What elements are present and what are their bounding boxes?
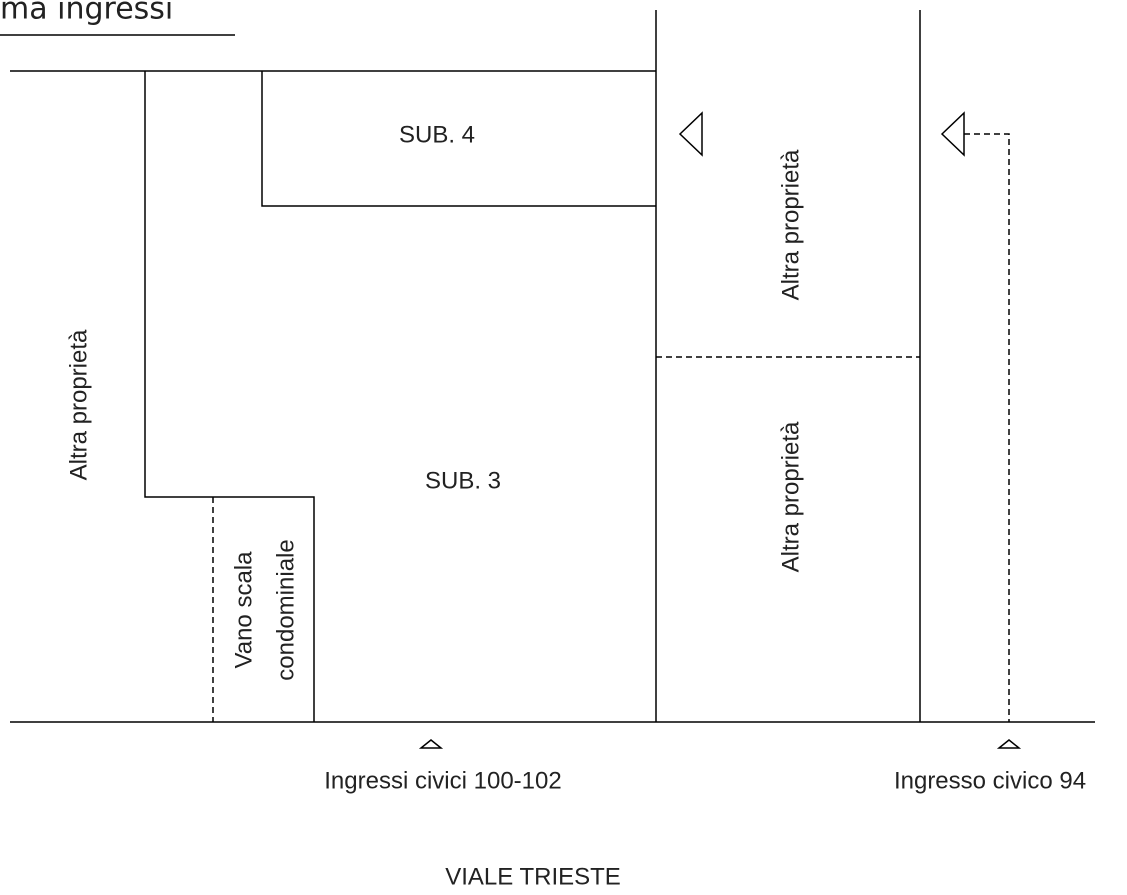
entrance-arrow [940,111,965,157]
entrance-arrow [678,111,703,157]
title: ma ingressi [0,0,173,27]
entrance-path [964,133,1010,722]
other-property: Altra proprietà [777,149,804,300]
entrance-label: Ingresso civico 94 [894,767,1086,794]
stair-label: Vano scala [230,551,257,669]
entrance-label: Ingressi civici 100-102 [324,767,561,794]
entrance-marker [996,739,1022,749]
room-label: SUB. 4 [399,121,475,148]
stair-label: condominiale [272,539,299,680]
wall [144,71,315,722]
other-property: Altra proprietà [777,421,804,572]
entrance-marker [418,739,444,749]
wall [261,71,656,207]
other-property: Altra proprietà [65,329,92,480]
room-label: SUB. 3 [425,467,501,494]
street-label: VIALE TRIESTE [445,863,621,890]
